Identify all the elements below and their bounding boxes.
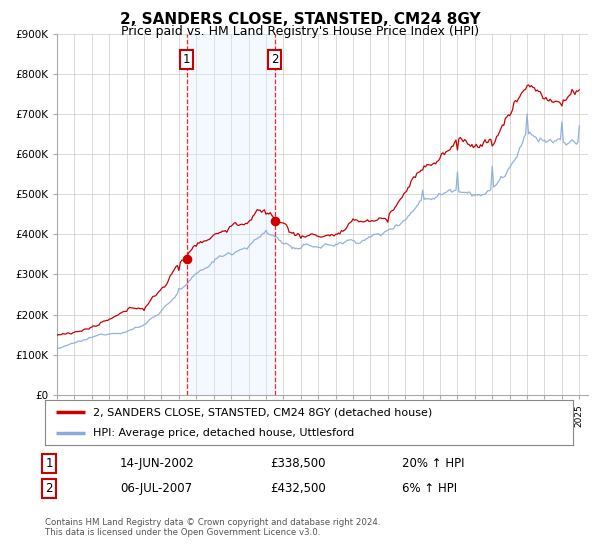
Text: 20% ↑ HPI: 20% ↑ HPI xyxy=(402,457,464,470)
Text: 1: 1 xyxy=(183,53,190,66)
Text: 6% ↑ HPI: 6% ↑ HPI xyxy=(402,482,457,495)
Point xyxy=(182,254,191,263)
Text: £338,500: £338,500 xyxy=(270,457,325,470)
Text: 06-JUL-2007: 06-JUL-2007 xyxy=(120,482,192,495)
Text: 14-JUN-2002: 14-JUN-2002 xyxy=(120,457,195,470)
Text: Contains HM Land Registry data © Crown copyright and database right 2024.
This d: Contains HM Land Registry data © Crown c… xyxy=(45,518,380,538)
Text: HPI: Average price, detached house, Uttlesford: HPI: Average price, detached house, Uttl… xyxy=(92,428,354,438)
Text: £432,500: £432,500 xyxy=(270,482,326,495)
Text: 2: 2 xyxy=(46,482,53,495)
Text: Price paid vs. HM Land Registry's House Price Index (HPI): Price paid vs. HM Land Registry's House … xyxy=(121,25,479,38)
Text: 1: 1 xyxy=(46,457,53,470)
Bar xyxy=(187,34,275,395)
Text: 2, SANDERS CLOSE, STANSTED, CM24 8GY: 2, SANDERS CLOSE, STANSTED, CM24 8GY xyxy=(119,12,481,27)
Text: 2, SANDERS CLOSE, STANSTED, CM24 8GY (detached house): 2, SANDERS CLOSE, STANSTED, CM24 8GY (de… xyxy=(92,408,432,418)
Text: 2: 2 xyxy=(271,53,278,66)
Point xyxy=(270,217,280,226)
